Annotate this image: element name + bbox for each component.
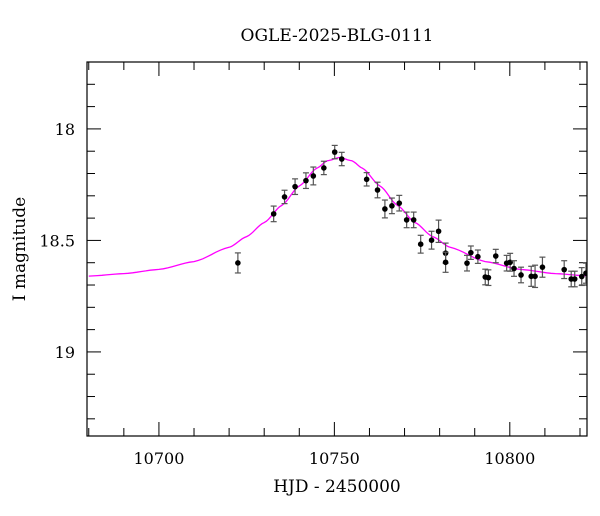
data-marker	[389, 203, 395, 209]
data-marker	[492, 253, 499, 259]
model-curve	[88, 156, 587, 277]
data-marker	[331, 149, 338, 155]
data-marker	[528, 273, 535, 280]
data-point	[532, 264, 539, 289]
data-point	[320, 160, 327, 176]
data-marker	[363, 176, 370, 183]
data-marker	[417, 241, 424, 248]
data-point	[485, 269, 492, 287]
data-marker	[468, 249, 474, 256]
data-point	[417, 234, 424, 254]
data-marker	[485, 274, 492, 281]
data-marker	[321, 165, 327, 171]
data-marker	[464, 260, 470, 266]
y-tick-label: 19	[55, 343, 75, 362]
data-point	[578, 267, 585, 287]
data-point	[374, 181, 381, 199]
data-point	[302, 172, 309, 190]
data-point	[442, 251, 449, 273]
data-marker	[539, 264, 546, 270]
data-point	[492, 248, 499, 264]
data-point	[381, 199, 388, 219]
data-point	[331, 144, 338, 160]
data-point	[292, 178, 299, 196]
chart-title: OGLE-2025-BLG-0111	[241, 26, 434, 46]
data-point	[435, 219, 442, 244]
data-marker	[442, 259, 449, 266]
x-axis-label: HJD - 2450000	[273, 477, 401, 497]
data-point	[281, 189, 288, 205]
data-marker	[235, 260, 241, 266]
data-point	[310, 166, 317, 186]
data-point	[403, 211, 410, 229]
data-marker	[303, 177, 309, 184]
data-marker	[428, 237, 435, 243]
y-tick-label: 18	[55, 120, 75, 139]
data-marker	[270, 211, 277, 217]
data-marker	[403, 217, 410, 223]
data-point	[234, 252, 241, 274]
data-point	[561, 260, 568, 280]
data-point	[428, 230, 435, 250]
data-point	[467, 245, 474, 260]
data-point	[511, 260, 518, 277]
x-tick-label: 10700	[133, 449, 184, 468]
data-marker	[511, 265, 517, 272]
data-point	[270, 205, 277, 223]
data-marker	[475, 253, 481, 260]
data-marker	[281, 194, 288, 200]
data-point	[518, 266, 525, 284]
data-point	[338, 151, 345, 167]
data-marker	[292, 183, 298, 190]
data-point	[474, 249, 481, 264]
data-marker	[410, 217, 417, 223]
data-marker	[310, 173, 317, 179]
data-point	[388, 197, 395, 215]
data-point	[464, 254, 470, 272]
data-point	[571, 270, 578, 288]
y-axis-label: I magnitude	[10, 197, 30, 301]
data-marker	[338, 156, 345, 162]
data-marker	[532, 273, 538, 280]
data-point	[410, 211, 417, 229]
data-point	[539, 256, 546, 278]
data-point	[396, 194, 403, 212]
data-marker	[571, 276, 578, 282]
data-marker	[374, 187, 381, 193]
x-tick-label: 10800	[484, 449, 535, 468]
x-tick-label: 10750	[309, 449, 360, 468]
data-marker	[561, 266, 567, 273]
data-marker	[578, 273, 585, 280]
data-marker	[382, 206, 388, 212]
data-marker	[518, 272, 524, 278]
data-point	[363, 172, 370, 187]
data-point	[582, 262, 587, 284]
data-point	[528, 265, 535, 287]
data-marker	[583, 270, 587, 276]
y-tick-label: 18.5	[39, 231, 75, 250]
data-marker	[435, 228, 442, 235]
plot-frame	[86, 61, 588, 437]
data-marker	[396, 200, 403, 206]
